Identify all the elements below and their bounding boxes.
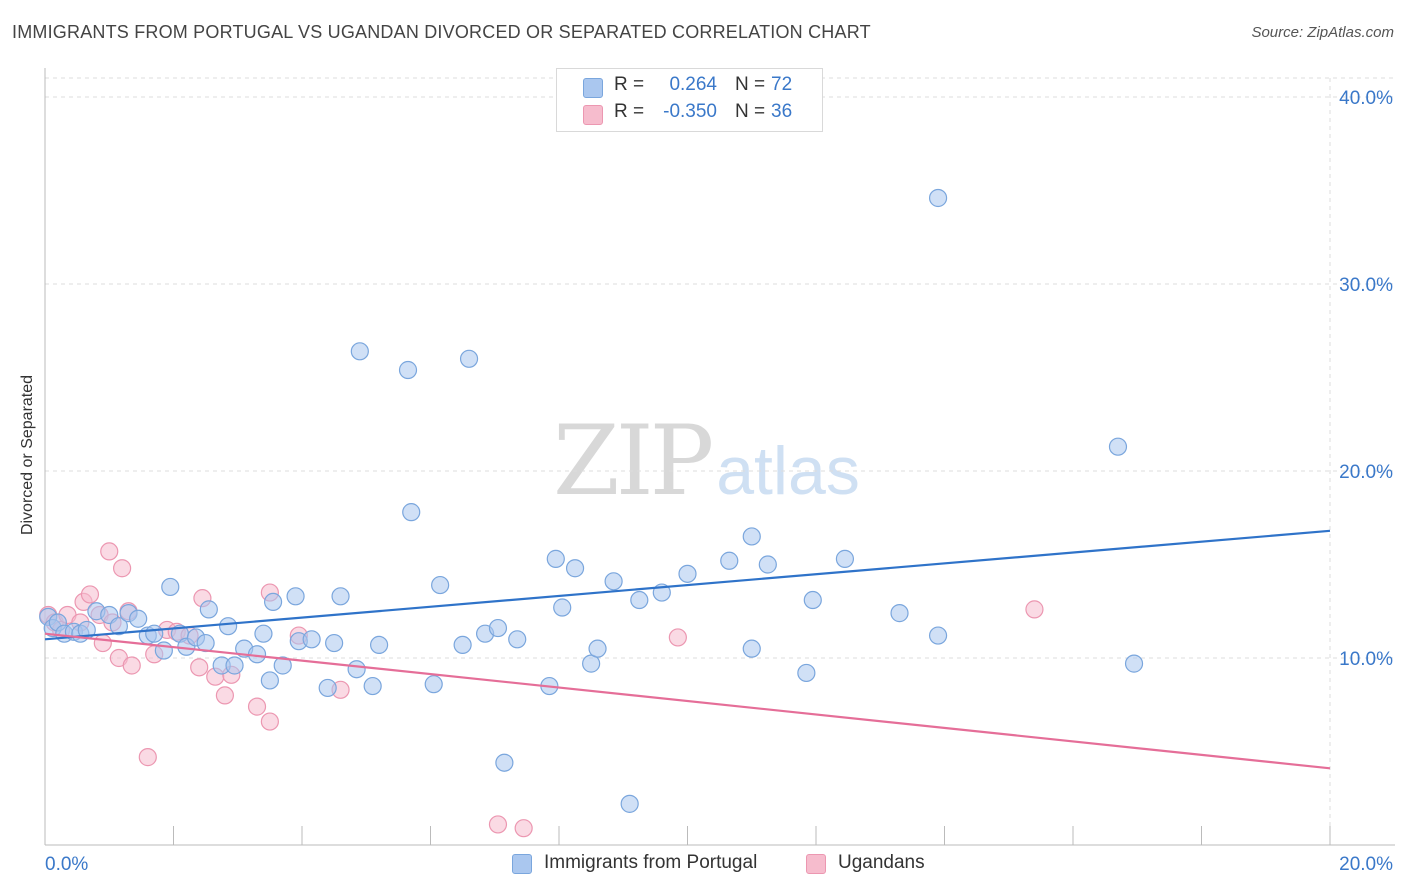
data-point-portugal [225, 656, 244, 675]
data-point-portugal [565, 559, 585, 578]
data-point-portugal [302, 630, 321, 649]
data-point-ugandans [93, 633, 112, 653]
data-point-portugal [797, 663, 816, 683]
data-point-portugal [604, 572, 623, 591]
data-point-portugal [553, 598, 572, 617]
data-point-portugal [620, 794, 639, 813]
data-point-ugandans [1025, 600, 1044, 619]
data-point-portugal [161, 577, 180, 597]
legend-r-value: 0.264 [669, 74, 717, 95]
data-point-ugandans [112, 559, 132, 578]
data-point-portugal [890, 604, 909, 623]
data-point-portugal [928, 188, 948, 208]
data-point-portugal [273, 656, 292, 675]
data-point-ugandans [80, 585, 100, 604]
data-point-portugal [325, 633, 344, 653]
data-point-portugal [495, 753, 514, 772]
data-point-portugal [453, 635, 472, 655]
data-point-portugal [630, 590, 649, 610]
data-point-portugal [424, 675, 443, 694]
legend-r-label: R = [614, 74, 645, 95]
data-point-portugal [263, 592, 283, 612]
data-point-ugandans [247, 697, 267, 716]
data-point-ugandans [138, 748, 157, 767]
data-point-portugal [758, 555, 777, 574]
chart-title: IMMIGRANTS FROM PORTUGAL VS UGANDAN DIVO… [12, 22, 871, 42]
data-point-portugal [431, 575, 450, 595]
data-point-portugal [582, 654, 601, 673]
data-point-portugal [318, 678, 337, 698]
data-point-portugal [588, 639, 607, 658]
legend-r-value: -0.350 [663, 101, 717, 122]
data-point-portugal [350, 342, 369, 361]
data-point-portugal [803, 590, 822, 610]
data-point-ugandans [100, 542, 119, 561]
data-point-portugal [260, 671, 279, 690]
data-point-portugal [109, 617, 128, 636]
data-point-portugal [742, 639, 761, 658]
data-point-portugal [286, 587, 305, 606]
data-point-portugal [331, 587, 350, 606]
data-point-portugal [363, 676, 382, 696]
data-point-portugal [488, 618, 508, 638]
x-tick-label: 0.0% [45, 854, 88, 875]
data-point-portugal [835, 549, 855, 568]
trend-line-portugal [44, 529, 1331, 641]
data-point-portugal [370, 635, 389, 655]
legend-r-label: R = [614, 101, 645, 122]
data-point-portugal [508, 630, 527, 649]
legend-n-label: N = [735, 74, 766, 95]
data-point-portugal [129, 609, 148, 628]
data-point-portugal [459, 349, 479, 368]
source-credit: Source: ZipAtlas.com [1251, 24, 1394, 41]
data-point-portugal [678, 564, 697, 583]
y-tick-label: 40.0% [1339, 88, 1393, 109]
data-point-portugal [720, 551, 739, 570]
legend-swatch-portugal [583, 78, 603, 98]
data-point-portugal [254, 624, 273, 643]
data-point-ugandans [122, 656, 141, 675]
data-point-ugandans [488, 815, 508, 834]
legend-swatch-portugal [512, 854, 532, 874]
legend-label-ugandans: Ugandans [838, 852, 925, 873]
y-tick-label: 20.0% [1339, 462, 1393, 483]
data-point-portugal [199, 600, 218, 619]
y-tick-label: 10.0% [1339, 649, 1393, 670]
data-point-portugal [402, 503, 421, 522]
y-tick-label: 30.0% [1339, 275, 1393, 296]
data-point-ugandans [190, 658, 209, 677]
correlation-legend: R = 0.264 N = 72 R = -0.350 N = 36 [556, 68, 823, 132]
legend-swatch-ugandans [583, 105, 603, 125]
data-point-portugal [742, 527, 761, 546]
data-point-portugal [398, 360, 418, 380]
data-point-ugandans [215, 686, 234, 705]
legend-n-value: 72 [771, 74, 793, 95]
data-point-portugal [1108, 437, 1128, 456]
data-point-portugal [145, 624, 164, 643]
data-point-portugal [546, 549, 565, 568]
data-point-portugal [347, 660, 366, 679]
trend-line-ugandans [44, 632, 1331, 770]
data-point-ugandans [668, 628, 687, 647]
data-point-portugal [1124, 654, 1144, 673]
data-point-portugal [928, 626, 948, 645]
legend-swatch-ugandans [806, 854, 826, 874]
legend-n-value: 36 [771, 101, 793, 122]
x-tick-label: 20.0% [1339, 854, 1393, 875]
legend-label-portugal: Immigrants from Portugal [544, 852, 758, 873]
data-point-ugandans [260, 712, 279, 731]
data-point-portugal [219, 617, 238, 636]
legend-n-label: N = [735, 101, 766, 122]
data-point-ugandans [514, 819, 533, 838]
